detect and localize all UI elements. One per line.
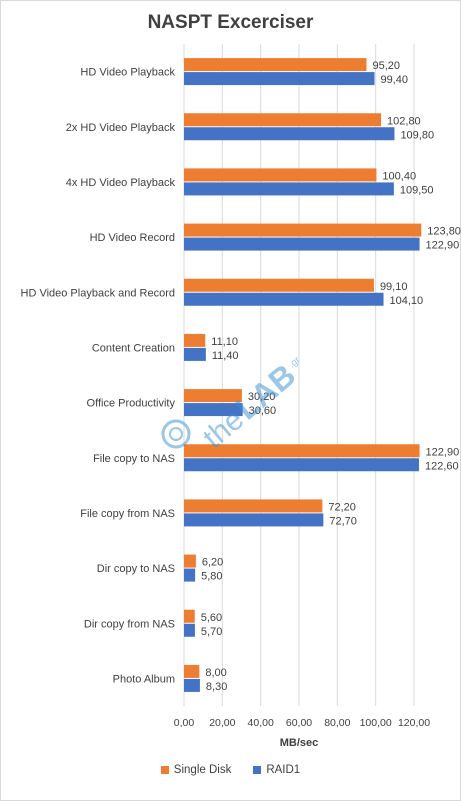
bar-single-disk [184, 499, 323, 513]
bar-single-disk [184, 664, 200, 678]
data-label: 100,40 [382, 170, 416, 182]
bar-single-disk [184, 278, 374, 292]
x-tick-label: 20,00 [209, 717, 235, 729]
data-label: 102,80 [387, 115, 421, 127]
data-label: 123,80 [427, 226, 461, 238]
category-label: Content Creation [92, 342, 175, 354]
legend-item-single-disk: Single Disk [160, 764, 232, 776]
x-tick-label: 80,00 [324, 717, 350, 729]
data-label: 99,10 [380, 281, 408, 293]
bar-raid1 [184, 127, 395, 141]
data-label: 5,80 [201, 571, 222, 583]
bar-single-disk [184, 58, 367, 72]
bar-raid1 [184, 182, 394, 196]
x-tick-label: 0,00 [174, 717, 195, 729]
x-tick-label: 40,00 [248, 717, 274, 729]
data-label: 8,30 [206, 681, 227, 693]
legend-label-raid1: RAID1 [266, 764, 301, 776]
data-label: 104,10 [390, 295, 424, 307]
data-label: 109,80 [400, 129, 434, 141]
data-label: 30,60 [249, 405, 277, 417]
bar-raid1 [184, 513, 324, 527]
bar-single-disk [184, 554, 196, 568]
data-label: 5,70 [201, 626, 222, 638]
bar-single-disk [184, 113, 382, 127]
legend-swatch-single-disk [160, 766, 169, 774]
bar-single-disk [184, 223, 422, 237]
category-label: HD Video Record [90, 232, 175, 244]
data-label: 122,60 [425, 460, 459, 472]
chart-legend: Single Disk RAID1 [0, 764, 461, 776]
bar-single-disk [184, 609, 195, 623]
data-label: 30,20 [248, 391, 276, 403]
chart-title: NASPT Excerciser [147, 12, 314, 33]
bar-raid1 [184, 678, 200, 692]
category-label: HD Video Playback [80, 67, 175, 79]
legend-label-single-disk: Single Disk [173, 764, 232, 776]
bar-raid1 [184, 292, 384, 306]
bar-raid1 [184, 568, 196, 582]
data-label: 11,10 [211, 336, 238, 348]
bar-single-disk [184, 444, 420, 458]
data-label: 8,00 [205, 667, 226, 679]
category-label: HD Video Playback and Record [21, 287, 176, 299]
category-label: 4x HD Video Playback [66, 177, 176, 189]
data-label: 11,40 [212, 350, 239, 362]
category-label: Photo Album [113, 673, 175, 685]
data-label: 122,90 [426, 446, 460, 458]
category-label: Office Productivity [87, 398, 176, 410]
bar-raid1 [184, 458, 419, 472]
bar-raid1 [184, 347, 206, 361]
bar-raid1 [184, 237, 420, 251]
bar-raid1 [184, 72, 375, 86]
category-label: 2x HD Video Playback [66, 122, 176, 134]
x-tick-label: 60,00 [286, 717, 312, 729]
x-axis-label: MB/sec [280, 737, 319, 749]
data-label: 109,50 [400, 184, 434, 196]
bar-single-disk [184, 389, 242, 403]
data-label: 99,40 [381, 74, 409, 86]
category-label: File copy from NAS [80, 508, 175, 520]
watermark-text-gr: .gr [287, 354, 304, 370]
category-label: Dir copy to NAS [97, 563, 175, 575]
bar-single-disk [184, 168, 377, 182]
x-tick-label: 100,00 [360, 717, 392, 729]
thelab-watermark-logo: the LAB .gr [158, 332, 318, 482]
bar-raid1 [184, 623, 195, 637]
category-label: File copy to NAS [93, 453, 175, 465]
data-label: 5,60 [201, 612, 222, 624]
data-label: 72,70 [329, 515, 357, 527]
data-label: 6,20 [202, 557, 223, 569]
data-label: 95,20 [372, 60, 400, 72]
data-label: 122,90 [426, 240, 460, 252]
data-label: 72,20 [328, 501, 356, 513]
legend-swatch-raid1 [253, 766, 262, 774]
category-label: Dir copy from NAS [84, 618, 175, 630]
legend-item-raid1: RAID1 [253, 764, 300, 776]
x-tick-label: 120,00 [398, 717, 430, 729]
bar-single-disk [184, 333, 206, 347]
bar-raid1 [184, 403, 243, 417]
